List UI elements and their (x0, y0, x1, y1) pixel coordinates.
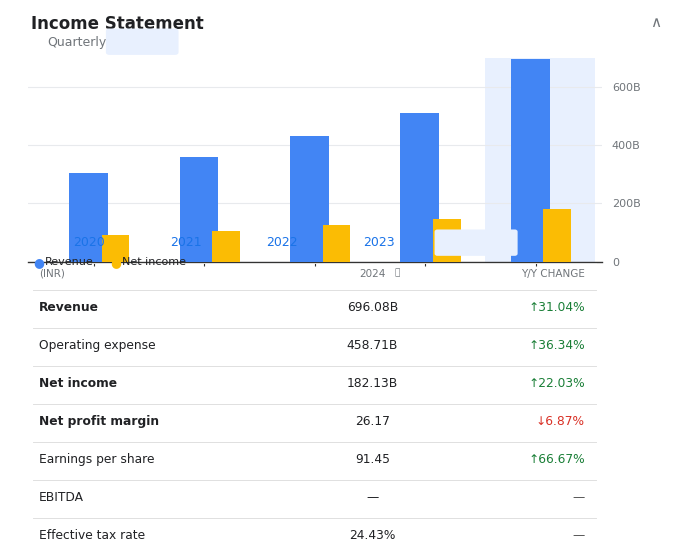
Text: 2020: 2020 (73, 236, 104, 249)
Text: 91.45: 91.45 (355, 453, 390, 466)
Text: 24.43%: 24.43% (349, 529, 396, 542)
Bar (179, 157, 218, 262)
Text: Operating expense: Operating expense (39, 339, 156, 352)
Text: —: — (366, 491, 379, 504)
Text: 2022: 2022 (266, 236, 298, 249)
Text: ⓘ: ⓘ (394, 269, 399, 278)
Bar (290, 136, 329, 262)
Bar (322, 225, 350, 262)
Text: ↑31.04%: ↑31.04% (528, 301, 585, 314)
Text: Effective tax rate: Effective tax rate (39, 529, 145, 542)
Text: Annual: Annual (118, 35, 167, 48)
Bar (401, 113, 439, 262)
Text: EBITDA: EBITDA (39, 491, 84, 504)
Text: Revenue: Revenue (45, 257, 93, 267)
Text: ●: ● (111, 256, 122, 269)
Text: 2024: 2024 (460, 236, 492, 249)
Text: ↑36.34%: ↑36.34% (528, 339, 585, 352)
Text: Revenue: Revenue (39, 301, 99, 314)
Bar (485, 58, 595, 262)
Text: 696.08B: 696.08B (347, 301, 398, 314)
Bar (212, 231, 239, 262)
Text: ●: ● (33, 256, 44, 269)
Text: Quarterly: Quarterly (47, 36, 107, 49)
Text: ↑66.67%: ↑66.67% (528, 453, 585, 466)
Text: 2021: 2021 (170, 236, 201, 249)
Text: 2024: 2024 (359, 269, 385, 279)
Bar (543, 209, 571, 262)
Bar (102, 236, 129, 262)
Text: 2023: 2023 (363, 236, 395, 249)
Text: Net income: Net income (122, 257, 186, 267)
Text: (INR): (INR) (39, 269, 65, 279)
Text: Net income: Net income (39, 377, 117, 390)
Text: ↑22.03%: ↑22.03% (528, 377, 585, 390)
Text: Earnings per share: Earnings per share (39, 453, 155, 466)
Text: Income Statement: Income Statement (31, 15, 204, 33)
Text: 458.71B: 458.71B (347, 339, 398, 352)
Bar (433, 220, 461, 262)
Text: Net profit margin: Net profit margin (39, 415, 159, 428)
Text: —: — (572, 529, 585, 542)
Text: —: — (572, 491, 585, 504)
Text: Y/Y CHANGE: Y/Y CHANGE (521, 269, 585, 279)
Bar (69, 173, 108, 262)
Text: ∧: ∧ (650, 15, 661, 30)
Bar (511, 59, 549, 262)
Text: 182.13B: 182.13B (347, 377, 398, 390)
Text: ↓6.87%: ↓6.87% (536, 415, 585, 428)
Text: 26.17: 26.17 (355, 415, 390, 428)
